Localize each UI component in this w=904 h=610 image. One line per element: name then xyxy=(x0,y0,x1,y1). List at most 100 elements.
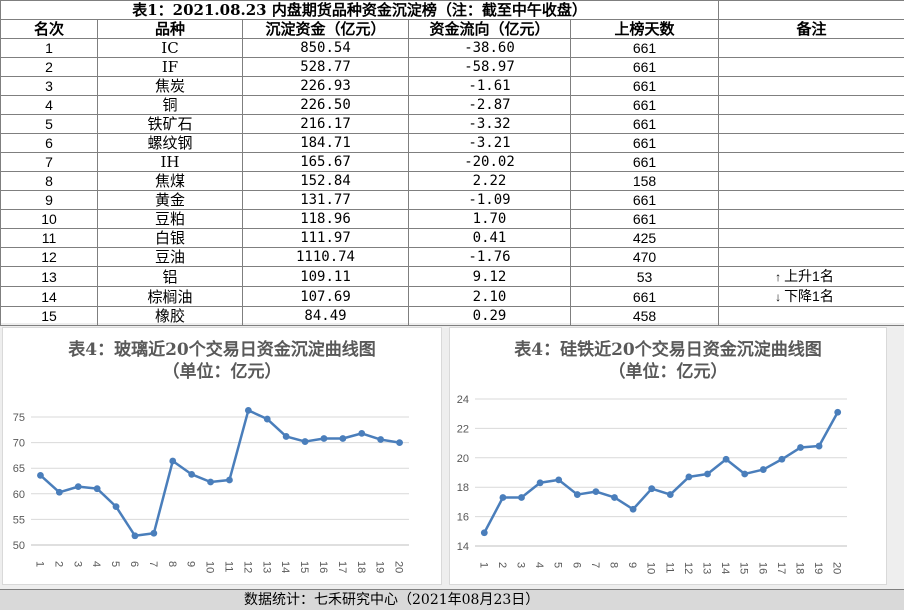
data-point xyxy=(302,438,309,445)
note-cell xyxy=(719,210,904,229)
x-tick-label: 4 xyxy=(90,561,102,567)
days-cell: 661 xyxy=(571,39,719,58)
x-tick-label: 12 xyxy=(241,561,253,573)
header-cell: 资金流向（亿元） xyxy=(409,20,571,39)
note-cell xyxy=(719,172,904,191)
data-point xyxy=(630,506,637,513)
data-point xyxy=(593,488,600,495)
data-point xyxy=(555,476,562,483)
note-cell xyxy=(719,229,904,248)
x-tick-label: 1 xyxy=(33,561,45,567)
x-tick-label: 19 xyxy=(374,561,386,573)
data-point xyxy=(75,483,82,490)
data-point xyxy=(56,489,63,496)
data-point xyxy=(834,409,841,416)
x-tick-label: 18 xyxy=(355,561,367,573)
note-cell xyxy=(719,134,904,153)
capital-cell: 216.17 xyxy=(243,115,409,134)
data-point xyxy=(207,479,214,486)
data-point xyxy=(132,532,139,539)
note-cell xyxy=(719,307,904,326)
x-tick-label: 2 xyxy=(496,562,508,568)
x-tick-label: 7 xyxy=(589,562,601,568)
days-cell: 661 xyxy=(571,134,719,153)
name-cell: IH xyxy=(98,153,243,172)
capital-cell: 107.69 xyxy=(243,287,409,307)
days-cell: 458 xyxy=(571,307,719,326)
note-cell xyxy=(719,115,904,134)
rank-cell: 15 xyxy=(1,307,98,326)
x-tick-label: 16 xyxy=(317,561,329,573)
name-cell: 焦炭 xyxy=(98,77,243,96)
data-point xyxy=(574,491,581,498)
name-cell: 白银 xyxy=(98,229,243,248)
x-tick-label: 1 xyxy=(477,562,489,568)
x-tick-label: 8 xyxy=(166,561,178,567)
flow-cell: -1.76 xyxy=(409,248,571,267)
y-tick-label: 14 xyxy=(457,541,469,553)
days-cell: 661 xyxy=(571,58,719,77)
name-cell: 铝 xyxy=(98,267,243,287)
capital-cell: 226.50 xyxy=(243,96,409,115)
data-point xyxy=(611,494,618,501)
flow-cell: 9.12 xyxy=(409,267,571,287)
rank-cell: 8 xyxy=(1,172,98,191)
data-point xyxy=(518,494,525,501)
flow-cell: 2.10 xyxy=(409,287,571,307)
capital-cell: 1110.74 xyxy=(243,248,409,267)
table-title: 表1：2021.08.23 内盘期货品种资金沉淀榜（注：截至中午收盘） xyxy=(1,1,719,20)
y-tick-label: 22 xyxy=(457,423,469,435)
data-point xyxy=(537,479,544,486)
data-point xyxy=(169,458,176,465)
footer-text: 数据统计：七禾研究中心（2021年08月23日） xyxy=(244,590,539,610)
days-cell: 661 xyxy=(571,77,719,96)
note-cell xyxy=(719,39,904,58)
rank-cell: 6 xyxy=(1,134,98,153)
data-point xyxy=(667,491,674,498)
x-tick-label: 11 xyxy=(222,561,234,572)
data-point xyxy=(686,474,693,481)
rank-cell: 5 xyxy=(1,115,98,134)
data-point xyxy=(339,435,346,442)
note-text: 下降1名 xyxy=(784,288,834,304)
name-cell: 棕榈油 xyxy=(98,287,243,307)
rank-cell: 7 xyxy=(1,153,98,172)
x-tick-label: 9 xyxy=(185,561,197,567)
flow-cell: 2.22 xyxy=(409,172,571,191)
capital-cell: 850.54 xyxy=(243,39,409,58)
data-point xyxy=(188,471,195,478)
note-cell: ↓下降1名 xyxy=(719,287,904,307)
data-point xyxy=(113,503,120,510)
note-cell xyxy=(719,77,904,96)
name-cell: 豆粕 xyxy=(98,210,243,229)
y-tick-label: 50 xyxy=(13,540,25,552)
data-point xyxy=(226,477,233,484)
days-cell: 425 xyxy=(571,229,719,248)
days-cell: 53 xyxy=(571,267,719,287)
x-tick-label: 16 xyxy=(756,562,768,574)
header-cell: 品种 xyxy=(98,20,243,39)
table-title-blank xyxy=(719,1,904,20)
days-cell: 661 xyxy=(571,115,719,134)
note-cell xyxy=(719,248,904,267)
data-point xyxy=(358,430,365,437)
x-tick-label: 18 xyxy=(794,562,806,574)
y-tick-label: 18 xyxy=(457,482,469,494)
name-cell: IF xyxy=(98,58,243,77)
table-header-row: 名次品种沉淀资金（亿元）资金流向（亿元）上榜天数备注 xyxy=(1,20,904,39)
x-tick-label: 9 xyxy=(626,562,638,568)
footer-source: 数据统计：七禾研究中心（2021年08月23日） xyxy=(0,589,904,610)
x-tick-label: 6 xyxy=(128,561,140,567)
arrow-up-icon: ↑ xyxy=(775,270,781,284)
